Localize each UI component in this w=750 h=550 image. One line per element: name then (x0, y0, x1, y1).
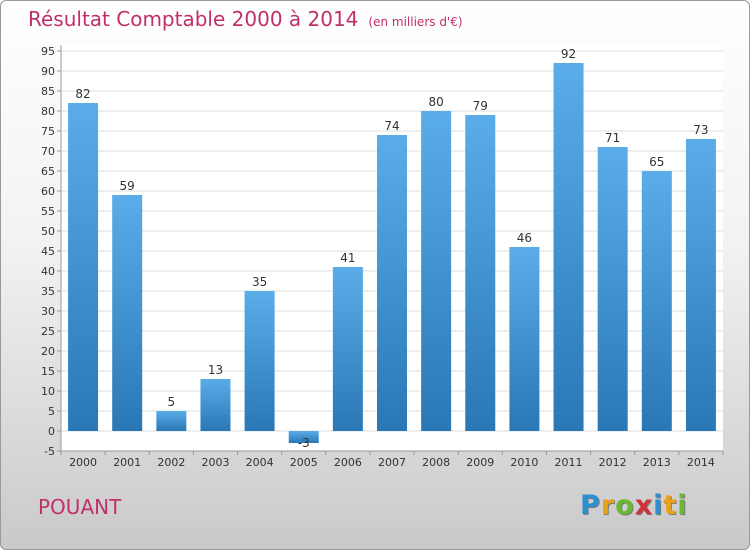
x-tick-label: 2011 (555, 456, 583, 469)
y-tick-label: 25 (41, 325, 55, 338)
value-label: 71 (605, 131, 620, 145)
x-tick-label: 2005 (290, 456, 318, 469)
x-tick-label: 2004 (246, 456, 274, 469)
x-tick-label: 2001 (113, 456, 141, 469)
logo-letter: r (600, 490, 616, 521)
y-tick-label: 75 (41, 125, 55, 138)
bar-2000 (68, 103, 99, 431)
bar-2010 (509, 247, 540, 431)
bar-2014 (685, 139, 716, 431)
value-label: 74 (384, 119, 399, 133)
y-tick-label: 85 (41, 85, 55, 98)
bar-2006 (332, 267, 363, 431)
x-tick-label: 2007 (378, 456, 406, 469)
y-tick-label: 55 (41, 205, 55, 218)
proxiti-logo: Proxiti (580, 490, 688, 521)
y-tick-label: 40 (41, 265, 55, 278)
y-tick-label: 45 (41, 245, 55, 258)
y-tick-label: 20 (41, 345, 55, 358)
value-label: 13 (208, 363, 223, 377)
y-tick-label: 90 (41, 65, 55, 78)
value-label: -3 (298, 436, 310, 450)
x-tick-label: 2009 (466, 456, 494, 469)
y-tick-label: 15 (41, 365, 55, 378)
bar-2005 (288, 431, 319, 443)
value-label: 5 (168, 395, 176, 409)
bar-2011 (553, 63, 584, 431)
x-tick-label: 2000 (69, 456, 97, 469)
y-tick-label: 65 (41, 165, 55, 178)
value-label: 79 (473, 99, 488, 113)
value-label: 65 (649, 155, 664, 169)
y-tick-label: 95 (41, 45, 55, 58)
bar-2001 (112, 195, 143, 431)
x-tick-label: 2008 (422, 456, 450, 469)
bar-2008 (421, 111, 452, 431)
bar-2002 (156, 411, 187, 431)
chart-subtitle: (en milliers d'€) (368, 15, 463, 29)
y-tick-label: -5 (44, 445, 55, 458)
y-tick-label: 35 (41, 285, 55, 298)
value-labels: 82 59 5 13 35 -3 41 74 80 79 46 92 71 65 73 (75, 47, 708, 450)
value-label: 82 (75, 87, 90, 101)
value-label: 41 (340, 251, 355, 265)
bar-2013 (641, 171, 672, 431)
commune-name: POUANT (38, 495, 122, 519)
x-tick-label: 2013 (643, 456, 671, 469)
x-tick-label: 2003 (201, 456, 229, 469)
bar-2009 (465, 115, 496, 431)
y-tick-label: 70 (41, 145, 55, 158)
logo-letter: x (634, 490, 654, 521)
title-text: Résultat Comptable 2000 à 2014 (28, 7, 359, 31)
bar-2004 (244, 291, 275, 431)
y-tick-label: 5 (48, 405, 55, 418)
y-axis-ticks: -5 0 5 10 15 20 25 30 35 40 45 50 55 60 65 70 75 80 85 90 95 (41, 45, 61, 458)
bar-2003 (200, 379, 231, 431)
logo-letter: o (615, 490, 635, 521)
x-tick-label: 2006 (334, 456, 362, 469)
logo-letter: i (653, 490, 664, 521)
value-label: 35 (252, 275, 267, 289)
value-label: 59 (120, 179, 135, 193)
x-axis-ticks: 2000 2001 2002 2003 2004 2005 2006 2007 2008 2009… (60, 451, 724, 469)
y-tick-label: 50 (41, 225, 55, 238)
value-label: 73 (693, 123, 708, 137)
bar-2007 (377, 135, 407, 431)
bar-2012 (597, 147, 628, 431)
y-tick-label: 80 (41, 105, 55, 118)
value-label: 92 (561, 47, 576, 61)
x-tick-label: 2002 (157, 456, 185, 469)
y-tick-label: 60 (41, 185, 55, 198)
y-tick-label: 30 (41, 305, 55, 318)
logo-letter: t (663, 490, 678, 521)
x-tick-label: 2014 (687, 456, 715, 469)
chart-title: Résultat Comptable 2000 à 2014 (en millie… (28, 7, 463, 31)
logo-letter: i (677, 490, 688, 521)
y-tick-label: 0 (48, 425, 55, 438)
bars (68, 63, 716, 443)
y-tick-label: 10 (41, 385, 55, 398)
value-label: 80 (428, 95, 443, 109)
x-tick-label: 2010 (510, 456, 538, 469)
x-tick-label: 2012 (599, 456, 627, 469)
logo-letter: P (580, 490, 601, 521)
value-label: 46 (517, 231, 532, 245)
